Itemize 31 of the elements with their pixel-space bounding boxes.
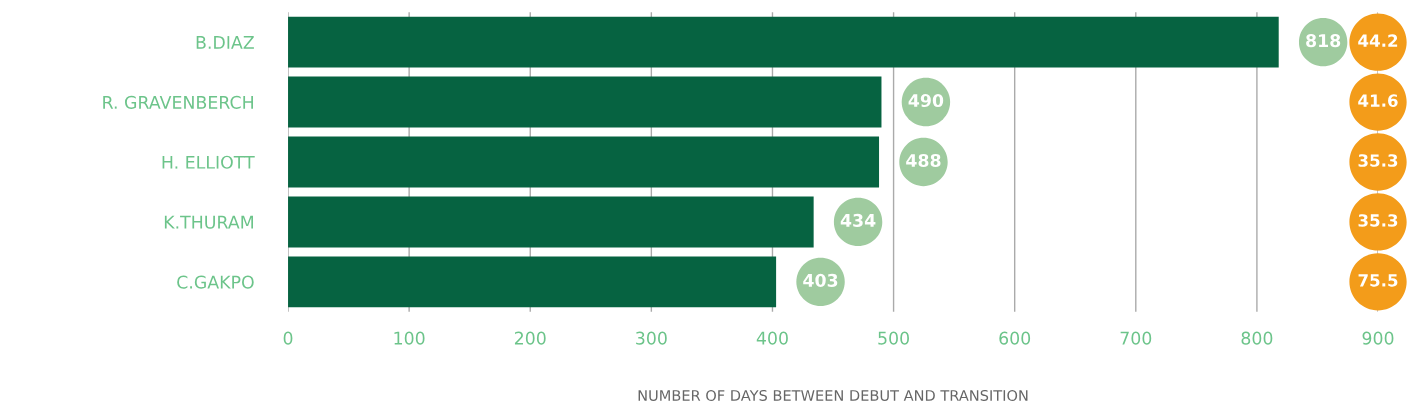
y-tick-label: R. GRAVENBERCH	[103, 95, 253, 109]
annotation: 41.6	[1358, 94, 1398, 107]
data-label: 434	[840, 213, 876, 227]
data-label: 818	[1306, 34, 1341, 48]
y-tick-label: C.GAKPO	[177, 275, 254, 289]
bar	[288, 76, 882, 128]
annotation: 75.5	[1358, 274, 1398, 287]
x-tick-label: 0	[283, 331, 293, 345]
x-tick-label: 300	[636, 331, 667, 345]
x-tick-label: 900	[1362, 331, 1394, 345]
x-tick-label: 100	[394, 331, 425, 345]
y-tick-label: K.THURAM	[164, 215, 253, 229]
x-tick-label: 700	[1120, 331, 1152, 345]
y-tick-label: H. ELLIOTT	[162, 155, 255, 169]
y-tick-label: B.DIAZ	[196, 36, 254, 49]
annotation: 44.2	[1358, 34, 1398, 47]
x-tick-label: 200	[514, 331, 546, 345]
x-tick-label: 500	[878, 331, 909, 345]
annotation: 35.3	[1358, 154, 1398, 167]
data-label: 403	[803, 273, 838, 287]
bar	[288, 16, 1279, 68]
data-label: 488	[906, 153, 941, 168]
bar	[288, 136, 880, 188]
x-axis-title: NUMBER OF DAYS BETWEEN DEBUT AND TRANSITION	[638, 389, 1028, 402]
annotation: 35.3	[1358, 214, 1398, 227]
x-tick-label: 600	[999, 331, 1031, 345]
data-label: 490	[908, 93, 944, 108]
x-tick-label: 800	[1241, 331, 1273, 345]
bar	[288, 196, 814, 248]
bar	[288, 256, 777, 308]
x-tick-label: 400	[756, 331, 788, 345]
